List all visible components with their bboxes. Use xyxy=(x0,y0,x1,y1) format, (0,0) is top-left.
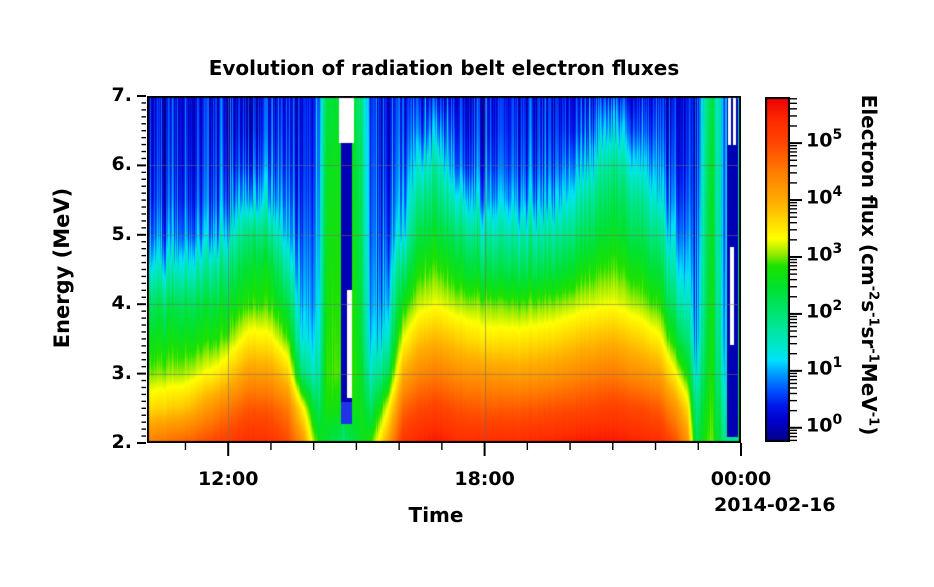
y-tick-label: 5. xyxy=(111,222,132,245)
x-axis-title: Time xyxy=(408,503,464,527)
colorbar-tick-label: 105 xyxy=(806,127,843,152)
y-tick-label: 3. xyxy=(111,361,132,384)
x-tick-label: 18:00 xyxy=(454,468,515,490)
y-tick-label: 6. xyxy=(111,153,132,176)
y-tick-label: 4. xyxy=(111,292,132,315)
x-tick-label: 12:00 xyxy=(197,468,259,490)
x-tick-label: 00:00 xyxy=(710,468,772,490)
colorbar-tick-label: 103 xyxy=(806,240,843,266)
colorbar-gradient xyxy=(765,97,790,442)
y-tick-label: 2. xyxy=(111,431,132,453)
colorbar-tick-label: 102 xyxy=(806,297,843,323)
chart-title: Evolution of radiation belt electron flu… xyxy=(208,56,680,80)
y-axis-title: Energy (MeV) xyxy=(50,187,74,349)
x-axis-date: 2014-02-16 xyxy=(714,494,836,516)
y-tick-label: 7. xyxy=(111,84,132,106)
flux-heatmap xyxy=(147,96,741,443)
colorbar-tick-label: 100 xyxy=(806,411,843,437)
colorbar-tick-label: 101 xyxy=(806,354,843,380)
colorbar-title: Electron flux (cm-2s-1sr-1MeV-1) xyxy=(857,94,881,436)
colorbar-tick-label: 104 xyxy=(806,184,843,209)
